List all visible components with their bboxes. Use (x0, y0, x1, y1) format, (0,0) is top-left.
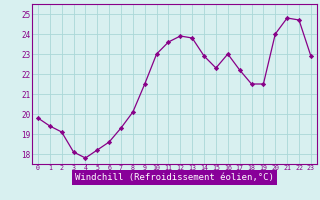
X-axis label: Windchill (Refroidissement éolien,°C): Windchill (Refroidissement éolien,°C) (75, 173, 274, 182)
